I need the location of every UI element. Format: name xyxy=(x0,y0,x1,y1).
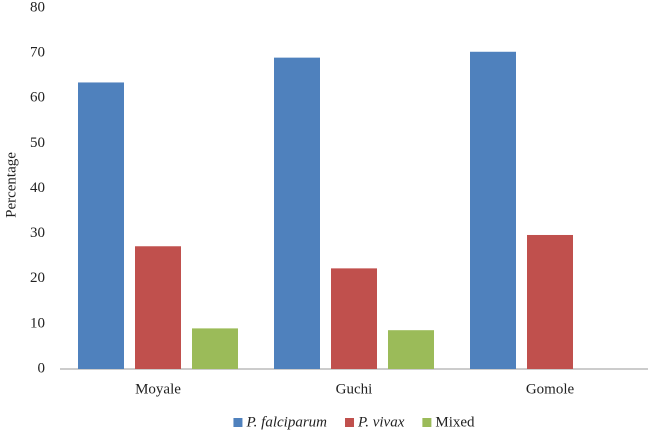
x-tick-label: Gomole xyxy=(526,381,575,397)
y-tick-label: 60 xyxy=(30,90,45,106)
bar xyxy=(78,82,124,370)
legend-swatch xyxy=(233,418,243,427)
y-tick-label: 20 xyxy=(30,270,45,286)
y-tick-label: 30 xyxy=(30,225,45,241)
bar xyxy=(388,330,434,369)
legend-label: P. falciparum xyxy=(245,414,327,430)
bar xyxy=(527,234,573,369)
y-tick-label: 10 xyxy=(30,315,45,331)
y-tick-label: 80 xyxy=(30,0,45,15)
y-axis-label: Percentage xyxy=(3,152,19,218)
bar xyxy=(192,328,238,369)
x-tick-label: Guchi xyxy=(336,381,373,397)
legend-label: P. vivax xyxy=(357,414,405,430)
bar xyxy=(135,246,181,369)
x-tick-label: Moyale xyxy=(135,381,181,397)
bar xyxy=(274,57,320,369)
legend-label: Mixed xyxy=(435,414,475,430)
bar xyxy=(470,51,516,370)
y-tick-label: 50 xyxy=(30,135,45,151)
y-tick-label: 70 xyxy=(30,45,45,61)
legend-swatch xyxy=(422,418,432,427)
bar xyxy=(331,268,377,369)
y-tick-label: 40 xyxy=(30,180,45,196)
y-tick-label: 0 xyxy=(38,360,46,376)
legend-swatch xyxy=(345,418,355,427)
